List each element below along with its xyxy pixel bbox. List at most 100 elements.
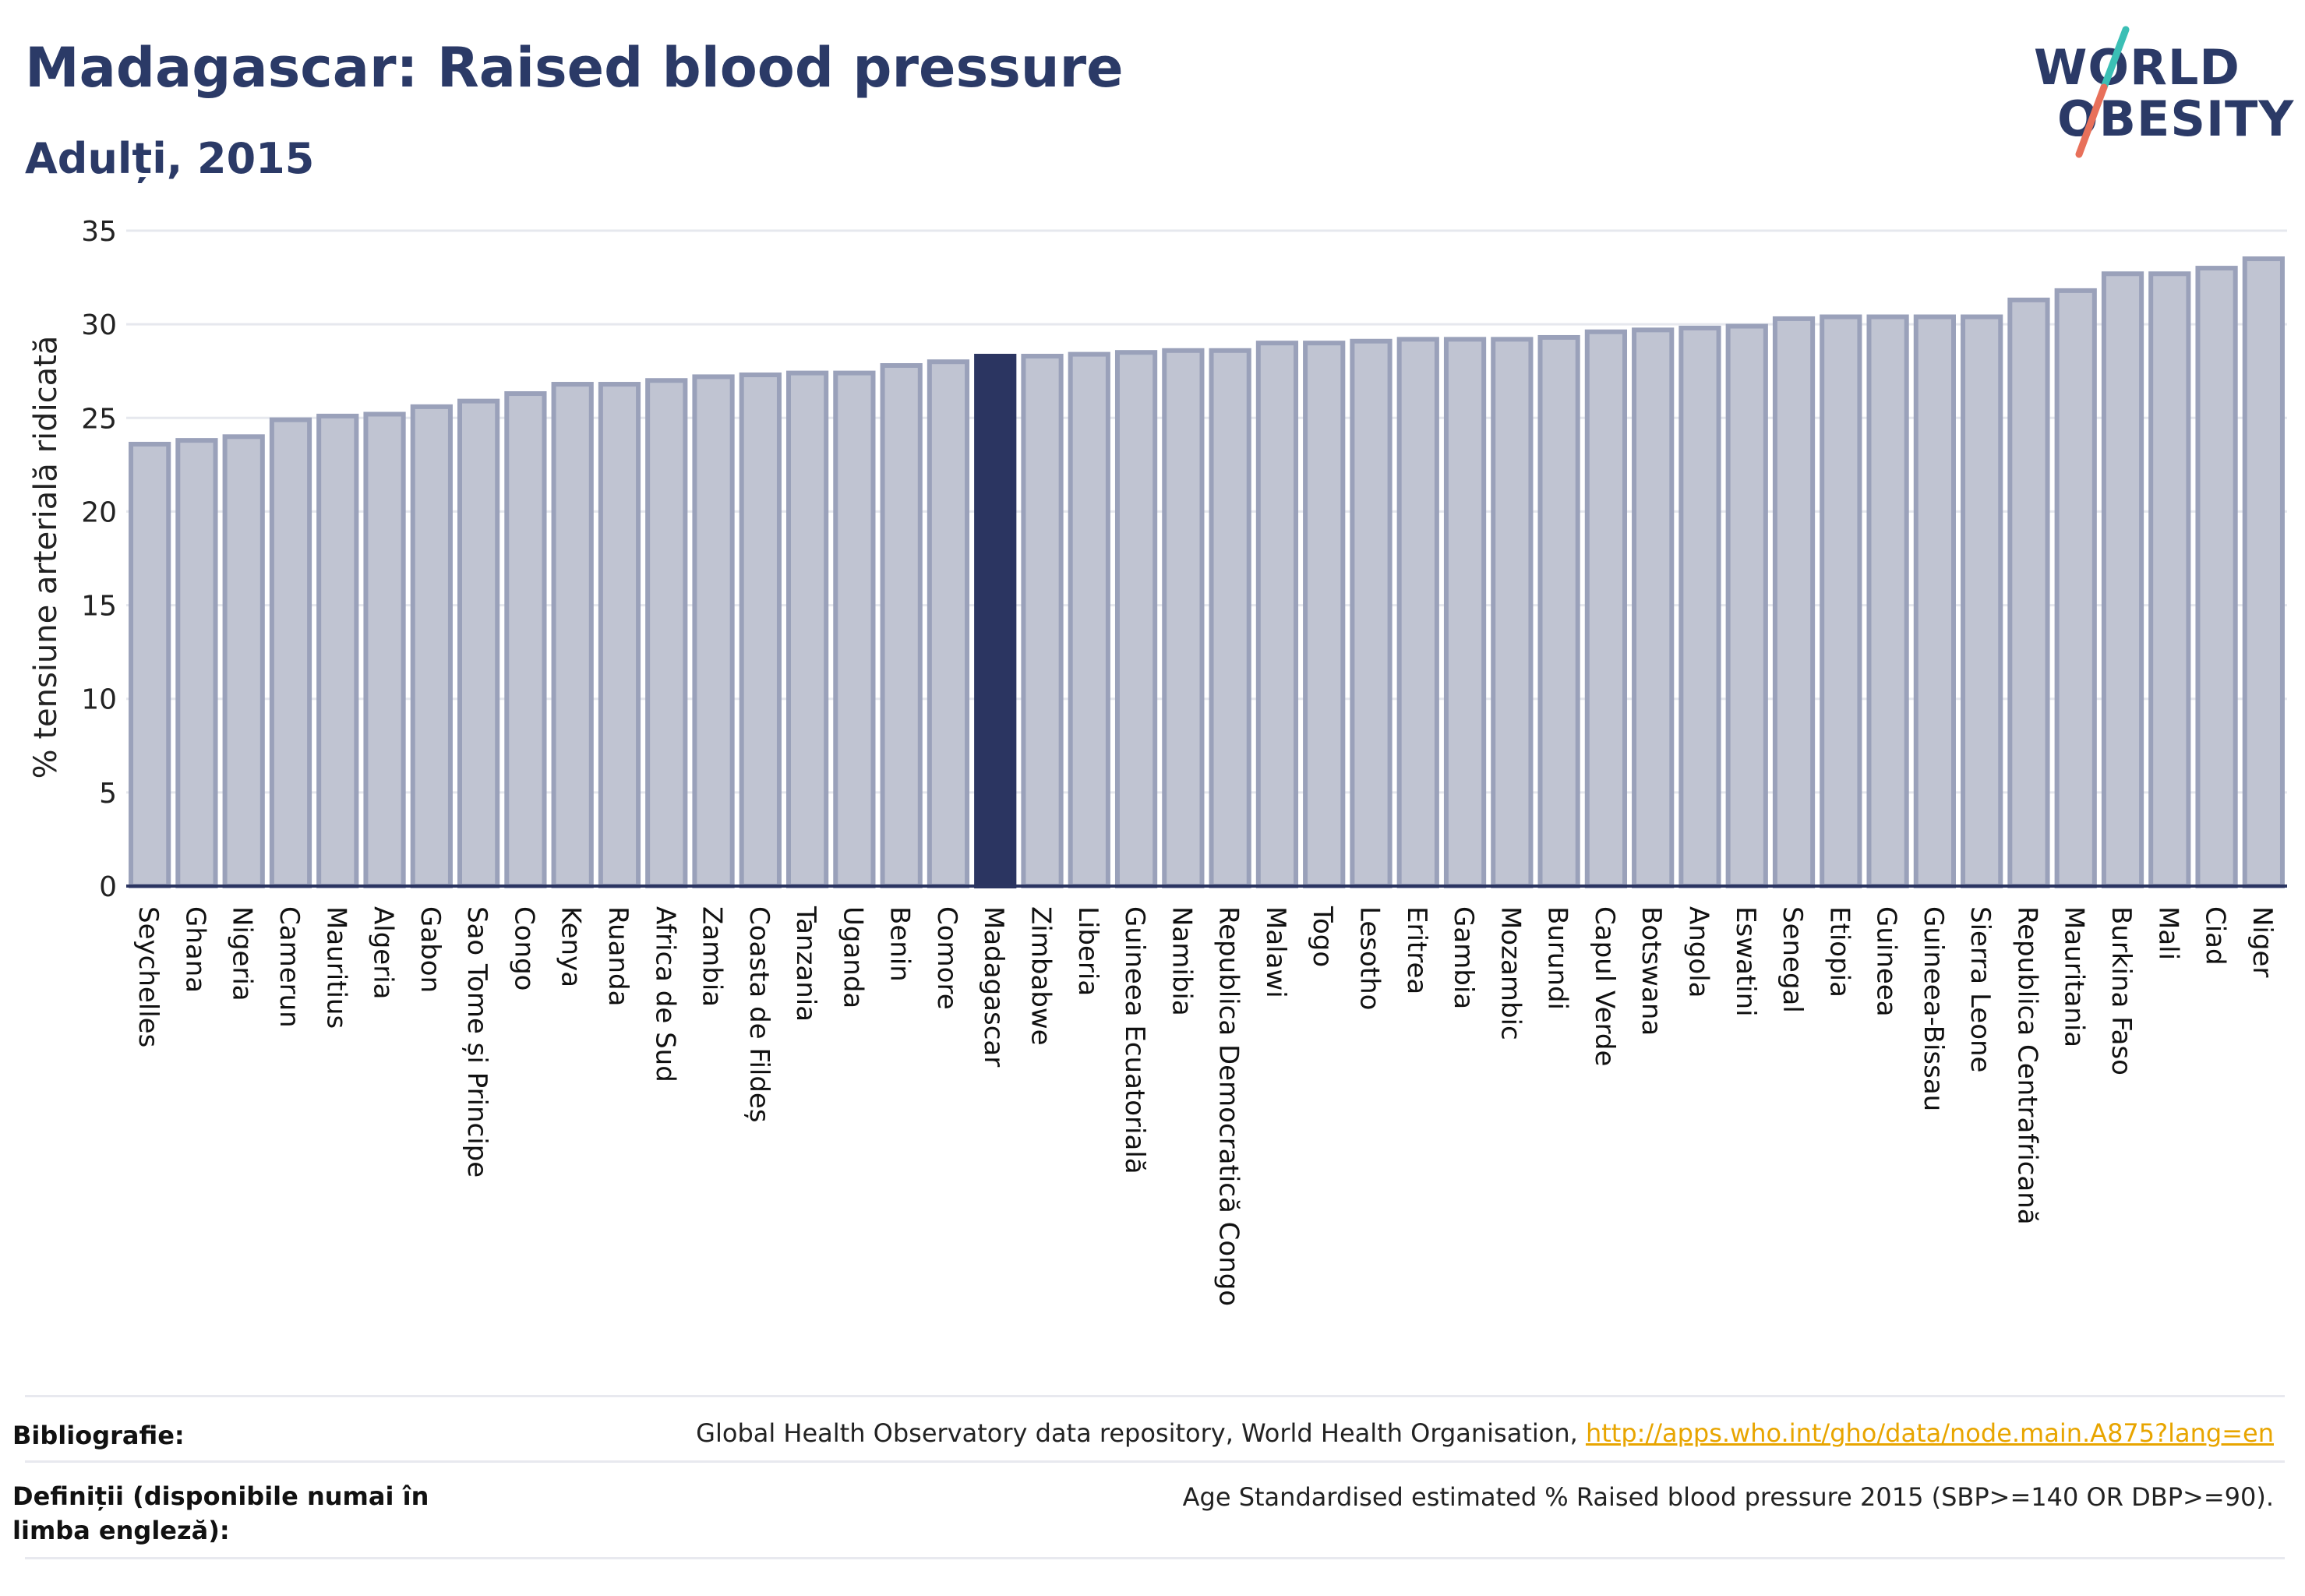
x-tick-label: Comore (931, 906, 962, 1010)
x-tick-label: Senegal (1777, 906, 1808, 1013)
definitions-value: Age Standardised estimated % Raised bloo… (1182, 1482, 2274, 1512)
axes: 0 5 10 15 20 25 30 35 Seychelles Ghana Nigeria Came… (81, 216, 2287, 1306)
x-tick-label: Mozambic (1495, 906, 1526, 1040)
x-tick-label: Zimbabwe (1025, 906, 1057, 1046)
bar-eswatini[interactable] (1725, 323, 1768, 888)
y-axis-label: % tensiune arterială ridicată (28, 336, 64, 779)
logo-slash-icon (2075, 26, 2130, 158)
bar-algeria[interactable] (363, 411, 406, 888)
bar-togo[interactable] (1303, 341, 1346, 888)
bar-chart: 0 5 10 15 20 25 30 35 Seychelles Ghana Nigeria Came… (28, 216, 2287, 1306)
y-tick-label: 20 (81, 496, 117, 528)
bar-mauritius[interactable] (316, 413, 359, 888)
bar-mauritania[interactable] (2054, 288, 2097, 888)
x-tick-label: Africa de Sud (649, 906, 680, 1082)
x-tick-label: Seychelles (132, 906, 164, 1047)
x-tick-label: Gabon (415, 906, 446, 993)
x-tick-label: Togo (1307, 906, 1338, 967)
bar-lesotho[interactable] (1350, 338, 1393, 889)
x-tick-label: Kenya (556, 906, 587, 987)
x-tick-label: Republica Centrafricană (2011, 906, 2042, 1225)
x-tick-label: Namibia (1166, 906, 1197, 1016)
x-tick-label: Sierra Leone (1964, 906, 1996, 1072)
bar-zimbabwe[interactable] (1021, 353, 1064, 888)
x-tick-label: Madagascar (978, 906, 1009, 1067)
bar-sao-tome-i-principe[interactable] (457, 398, 500, 888)
bar-camerun[interactable] (269, 417, 312, 888)
x-tick-label: Burkina Faso (2106, 906, 2137, 1075)
x-tick-label: Burundi (1542, 906, 1573, 1010)
x-tick-label: Sao Tome și Principe (461, 906, 492, 1178)
bar-coasta-de-filde-[interactable] (739, 373, 782, 888)
bar-africa-de-sud[interactable] (645, 378, 688, 888)
bar-zambia[interactable] (692, 374, 735, 888)
bar-comore[interactable] (927, 359, 970, 888)
bar-seychelles[interactable] (129, 441, 171, 888)
bar-madagascar[interactable] (974, 353, 1017, 888)
x-tick-label: Congo (508, 906, 539, 990)
bibliography-text: Global Health Observatory data repositor… (696, 1418, 1586, 1448)
bar-ghana[interactable] (175, 438, 218, 888)
x-tick-label: Nigeria (227, 906, 258, 1001)
bar-tanzania[interactable] (785, 370, 829, 889)
x-tick-label: Tanzania (790, 906, 821, 1022)
x-tick-label: Eswatini (1730, 906, 1761, 1017)
bar-benin[interactable] (880, 363, 923, 888)
bar-eritrea[interactable] (1396, 337, 1439, 888)
bar-angola[interactable] (1678, 325, 1721, 889)
y-tick-label: 10 (81, 684, 117, 716)
footer-divider-bottom (25, 1557, 2285, 1559)
bar-ruanda[interactable] (598, 382, 641, 888)
bar-republica-centrafrican-[interactable] (2007, 297, 2050, 888)
x-tick-label: Republica Democratică Congo (1213, 906, 1244, 1306)
footer-divider-top (25, 1395, 2285, 1397)
bar-kenya[interactable] (551, 382, 594, 888)
bar-guineea-bissau[interactable] (1913, 314, 1956, 888)
y-tick-label: 25 (81, 403, 117, 435)
bar-guineea[interactable] (1866, 314, 1909, 888)
bar-gabon[interactable] (410, 404, 453, 888)
bar-niger[interactable] (2242, 256, 2285, 888)
chart-subtitle: Adulți, 2015 (25, 134, 315, 183)
bar-liberia[interactable] (1068, 351, 1110, 888)
x-tick-label: Benin (884, 906, 916, 982)
x-tick-label: Etiopia (1823, 906, 1855, 998)
x-tick-label: Mauritania (2059, 906, 2090, 1047)
bar-malawi[interactable] (1255, 341, 1299, 888)
bibliography-label: Bibliografie: (12, 1421, 185, 1450)
bar-capul-verde[interactable] (1584, 329, 1628, 888)
x-tick-label: Guineea Ecuatorială (1119, 906, 1150, 1174)
bar-sierra-leone[interactable] (1961, 314, 2003, 888)
bar-guineea-ecuatorial-[interactable] (1114, 350, 1158, 888)
bibliography-link[interactable]: http://apps.who.int/gho/data/node.main.A… (1585, 1418, 2274, 1448)
x-tick-label: Angola (1682, 906, 1714, 998)
x-tick-label: Ghana (179, 906, 210, 993)
x-tick-label: Eritrea (1401, 906, 1432, 994)
logo-line-1: WORLD (2034, 39, 2240, 96)
bar-gambia[interactable] (1443, 337, 1487, 888)
y-tick-label: 5 (99, 778, 117, 810)
bar-mali[interactable] (2148, 271, 2191, 889)
chart-title: Madagascar: Raised blood pressure (25, 36, 1124, 100)
bar-congo[interactable] (504, 391, 547, 888)
bar-republica-democratic-congo[interactable] (1209, 348, 1251, 889)
bar-burundi[interactable] (1537, 334, 1580, 889)
bar-burkina-faso[interactable] (2101, 271, 2144, 889)
bar-namibia[interactable] (1162, 348, 1205, 889)
bar-ciad[interactable] (2195, 266, 2238, 888)
x-tick-label: Algeria (368, 906, 399, 999)
bar-senegal[interactable] (1772, 316, 1816, 889)
y-tick-label: 0 (99, 871, 117, 903)
bibliography-value: Global Health Observatory data repositor… (696, 1418, 2274, 1448)
bar-uganda[interactable] (833, 370, 876, 889)
definitions-label: Definiții (disponibile numai în limba en… (12, 1481, 429, 1545)
bar-botswana[interactable] (1632, 327, 1675, 888)
x-tick-label: Ruanda (602, 906, 634, 1006)
x-tick-label: Capul Verde (1589, 906, 1620, 1066)
x-tick-label: Uganda (837, 906, 868, 1008)
bar-etiopia[interactable] (1820, 314, 1862, 888)
x-tick-label: Guineea (1871, 906, 1902, 1017)
x-tick-label: Niger (2247, 906, 2278, 977)
bar-nigeria[interactable] (222, 434, 265, 888)
bar-mozambic[interactable] (1491, 337, 1534, 888)
